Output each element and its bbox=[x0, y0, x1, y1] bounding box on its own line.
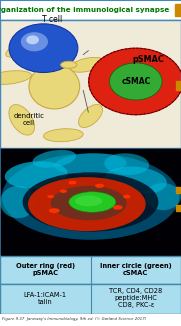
Text: Inner circle (green)
cSMAC: Inner circle (green) cSMAC bbox=[100, 263, 172, 276]
Ellipse shape bbox=[23, 172, 158, 232]
Circle shape bbox=[21, 32, 48, 52]
Ellipse shape bbox=[51, 186, 127, 220]
Text: dendritic
cell: dendritic cell bbox=[13, 113, 45, 126]
Circle shape bbox=[9, 24, 78, 72]
Text: T cell: T cell bbox=[42, 15, 63, 24]
Ellipse shape bbox=[75, 196, 102, 206]
Ellipse shape bbox=[68, 181, 77, 185]
Ellipse shape bbox=[9, 105, 35, 135]
Ellipse shape bbox=[105, 167, 167, 194]
Ellipse shape bbox=[29, 64, 80, 109]
Ellipse shape bbox=[69, 192, 116, 212]
Ellipse shape bbox=[47, 195, 54, 198]
Ellipse shape bbox=[123, 195, 130, 199]
Bar bbox=[175, 4, 181, 16]
Ellipse shape bbox=[0, 71, 31, 84]
Ellipse shape bbox=[43, 129, 83, 142]
Ellipse shape bbox=[95, 184, 104, 188]
Ellipse shape bbox=[61, 61, 77, 68]
Text: Outer ring (red)
pSMAC: Outer ring (red) pSMAC bbox=[16, 263, 75, 276]
Ellipse shape bbox=[2, 154, 179, 240]
Text: Figure 9.37  Janeway's Immunobiology, 9th ed. (© Garland Science 2017): Figure 9.37 Janeway's Immunobiology, 9th… bbox=[2, 318, 146, 321]
Circle shape bbox=[89, 48, 181, 115]
Text: LFA-1:ICAM-1
talin: LFA-1:ICAM-1 talin bbox=[24, 292, 67, 305]
Text: cSMAC: cSMAC bbox=[121, 77, 150, 86]
Ellipse shape bbox=[6, 34, 49, 57]
Ellipse shape bbox=[33, 150, 76, 168]
Ellipse shape bbox=[60, 189, 67, 193]
Circle shape bbox=[26, 35, 39, 44]
Ellipse shape bbox=[145, 183, 181, 210]
Ellipse shape bbox=[5, 161, 68, 189]
Text: Organization of the immunological synapse: Organization of the immunological synaps… bbox=[0, 7, 169, 13]
Bar bbox=[176, 205, 181, 211]
Ellipse shape bbox=[28, 177, 146, 231]
Circle shape bbox=[110, 63, 162, 100]
Ellipse shape bbox=[113, 205, 123, 210]
Text: TCR, CD4, CD28
peptide:MHC
CD8, PKC-ε: TCR, CD4, CD28 peptide:MHC CD8, PKC-ε bbox=[109, 289, 162, 308]
Ellipse shape bbox=[49, 208, 60, 213]
Bar bbox=[176, 82, 181, 90]
Ellipse shape bbox=[104, 153, 149, 175]
Ellipse shape bbox=[54, 153, 127, 175]
Bar bbox=[176, 187, 181, 193]
Ellipse shape bbox=[0, 186, 36, 218]
Text: pSMAC: pSMAC bbox=[132, 55, 164, 64]
Ellipse shape bbox=[70, 57, 104, 72]
Ellipse shape bbox=[79, 104, 102, 127]
